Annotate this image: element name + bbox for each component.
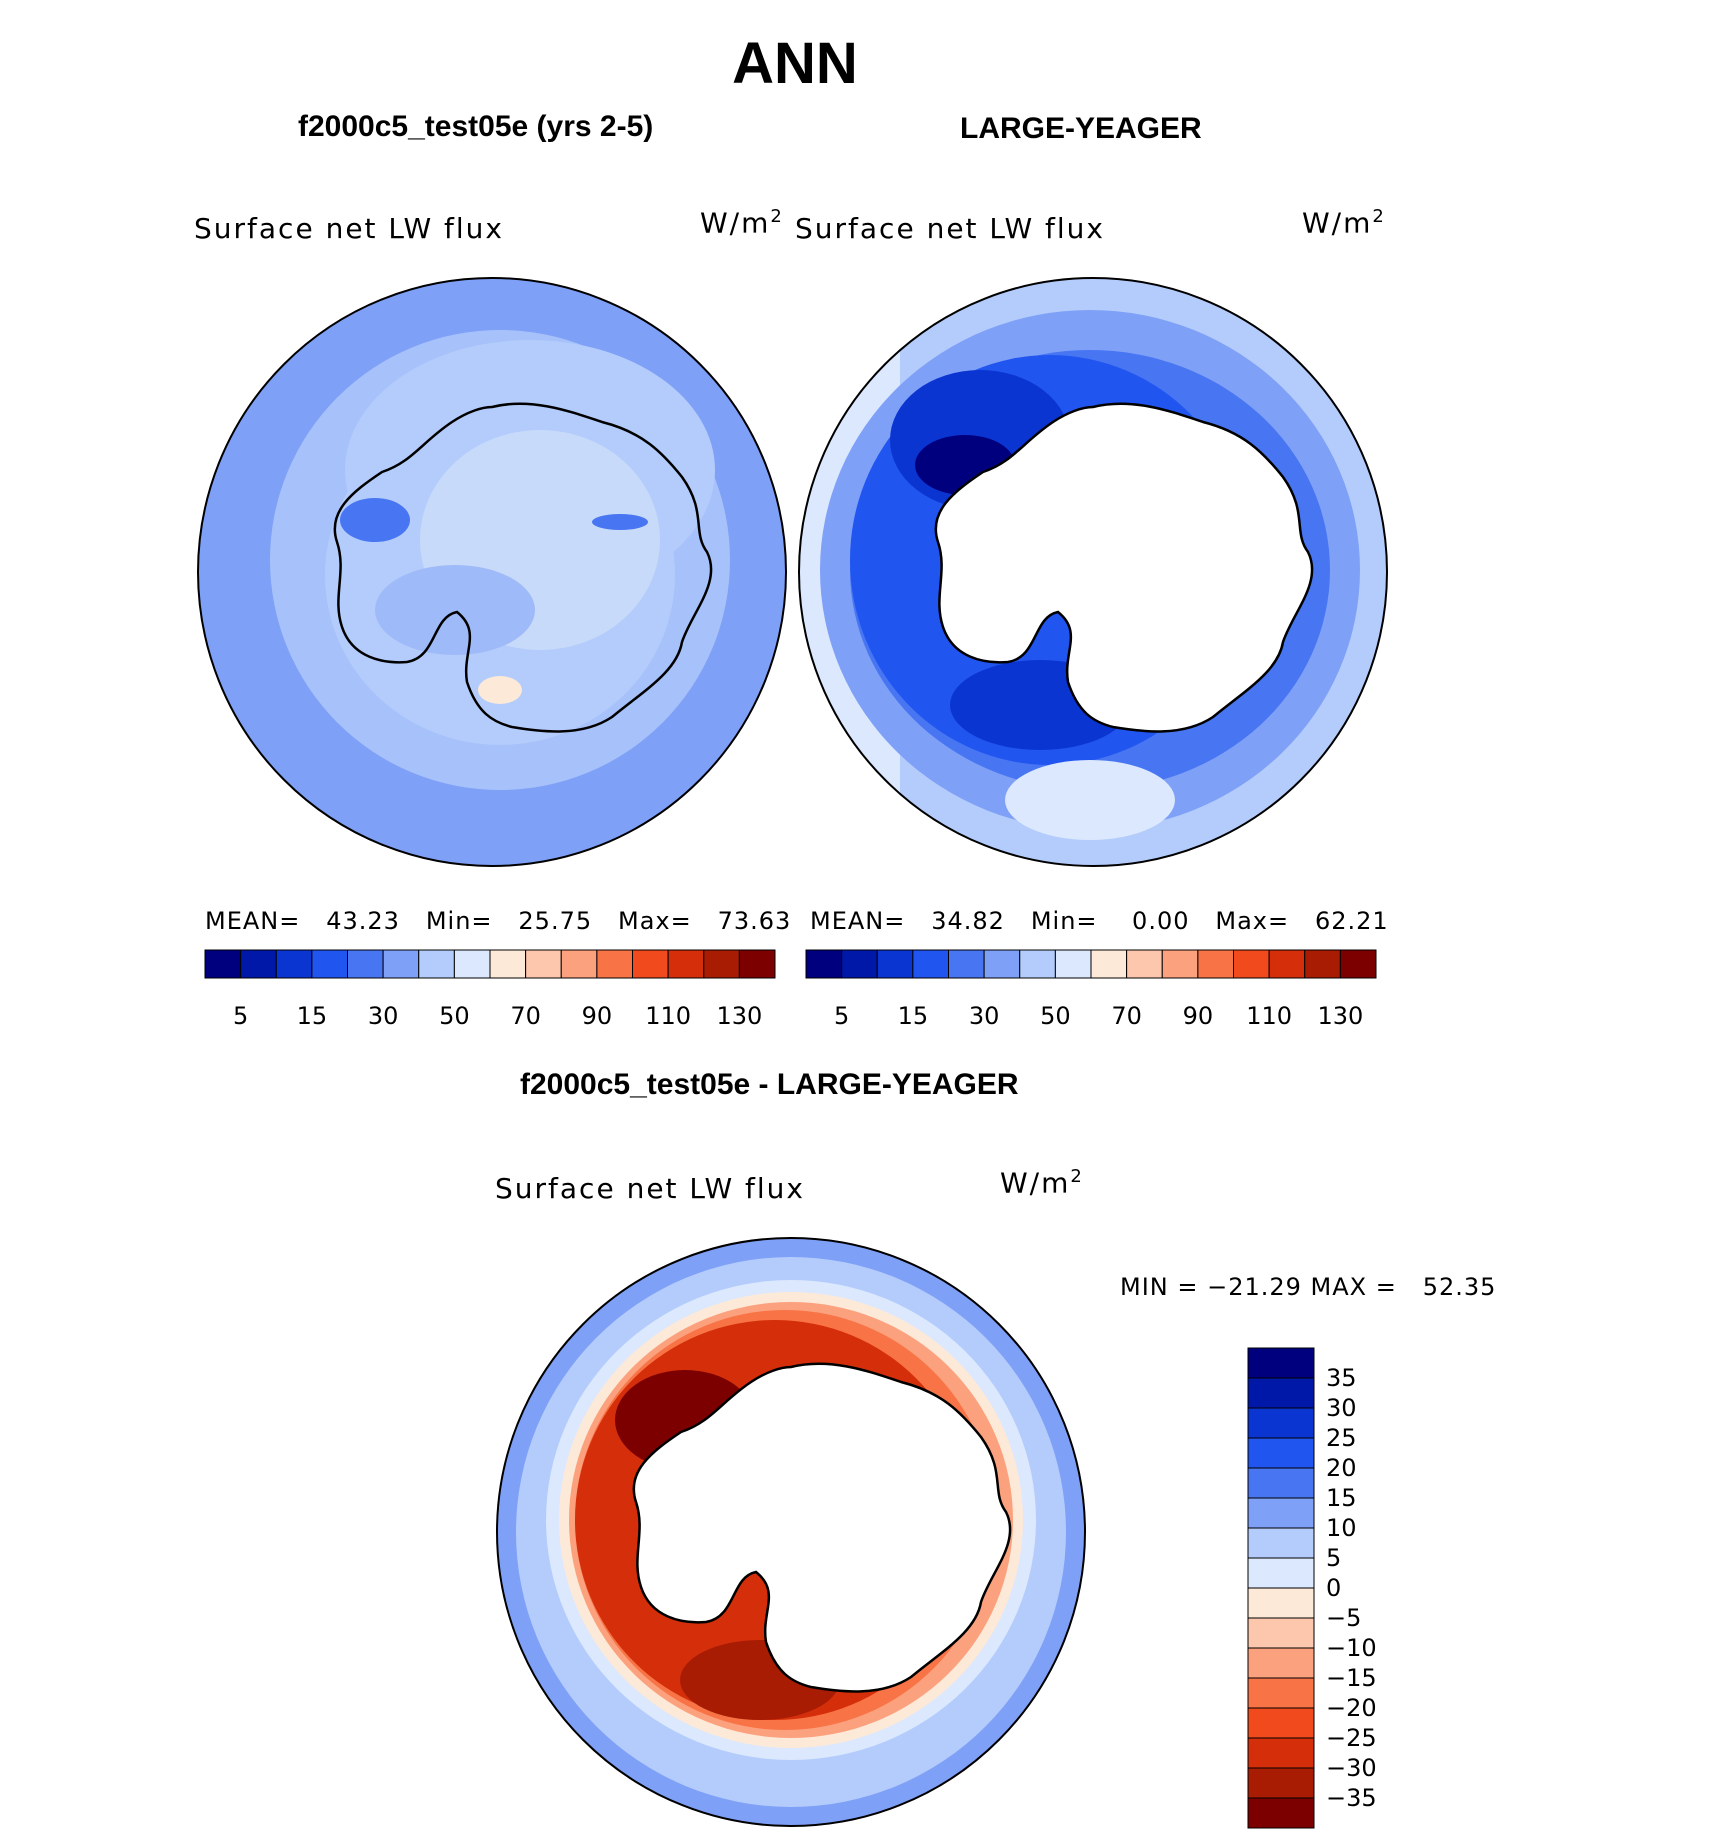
colorbar-swatch	[418, 949, 455, 979]
colorbar-tick-label: 90	[1183, 1002, 1214, 1030]
colorbar-swatch	[1247, 1767, 1315, 1799]
colorbar-swatch	[275, 949, 313, 979]
colorbar-swatch	[983, 949, 1021, 979]
colorbar-swatch	[1090, 949, 1128, 979]
colorbar-swatch	[240, 949, 277, 979]
colorbar-tick-label: 30	[969, 1002, 1000, 1030]
colorbar-swatch	[1247, 1557, 1315, 1589]
colorbar-swatch	[204, 949, 242, 979]
colorbar-swatch	[1247, 1437, 1315, 1469]
colorbar-tick-label: 70	[510, 1002, 541, 1030]
colorbar-swatch	[596, 949, 633, 979]
colorbar-tick-label: 90	[582, 1002, 613, 1030]
colorbar-swatch	[560, 949, 598, 979]
panel3-field-label: Surface net LW flux	[495, 1172, 805, 1205]
colorbar-swatch	[311, 949, 348, 979]
colorbar-tick-label: 30	[368, 1002, 399, 1030]
colorbar-swatch	[382, 949, 420, 979]
colorbar-swatch	[1268, 949, 1306, 979]
colorbar-swatch	[805, 949, 843, 979]
colorbar-tick-label: 0	[1326, 1574, 1341, 1602]
colorbar-tick-label: 5	[233, 1002, 248, 1030]
colorbar-tick-label: 110	[1246, 1002, 1292, 1030]
colorbar-swatch	[841, 949, 878, 979]
panel3-stats: MIN = −21.29 MAX = 52.35	[1120, 1273, 1497, 1301]
colorbar-panel2: 5 15 30 50 70 90 110 130	[805, 949, 1377, 1030]
colorbar-tick-label: −30	[1326, 1754, 1377, 1782]
colorbar-panel1: 5 15 30 50 70 90 110 130	[204, 949, 776, 1030]
colorbar-swatch	[1247, 1797, 1315, 1829]
colorbar-swatch	[1247, 1677, 1315, 1709]
colorbar-swatch	[1247, 1497, 1315, 1529]
colorbar-swatch	[1247, 1377, 1315, 1409]
colorbar-tick-label: 30	[1326, 1394, 1357, 1422]
colorbar-tick-label: 15	[1326, 1484, 1357, 1512]
panel1-title: f2000c5_test05e (yrs 2-5)	[298, 110, 654, 143]
panel1-field-label: Surface net LW flux	[194, 212, 504, 245]
colorbar-swatch	[912, 949, 949, 979]
colorbar-tick-label: 10	[1326, 1514, 1357, 1542]
colorbar-swatch	[667, 949, 705, 979]
colorbar-swatch	[948, 949, 985, 979]
colorbar-swatch	[489, 949, 527, 979]
colorbar-swatch	[1247, 1527, 1315, 1559]
colorbar-tick-label: 15	[297, 1002, 328, 1030]
colorbar-tick-label: −20	[1326, 1694, 1377, 1722]
colorbar-swatch	[1247, 1647, 1315, 1679]
colorbar-tick-label: 5	[1326, 1544, 1341, 1572]
colorbar-swatch	[1019, 949, 1056, 979]
colorbar-swatch	[703, 949, 740, 979]
colorbar-swatch	[347, 949, 384, 979]
colorbar-swatch	[453, 949, 491, 979]
colorbar-tick-label: 50	[1040, 1002, 1071, 1030]
colorbar-tick-label: 5	[834, 1002, 849, 1030]
panel3-title: f2000c5_test05e - LARGE-YEAGER	[520, 1068, 1019, 1101]
colorbar-swatch	[1161, 949, 1199, 979]
colorbar-tick-label: 110	[645, 1002, 691, 1030]
panel2-units: W/m2	[1302, 206, 1386, 240]
panel1-map	[197, 277, 787, 867]
panel2-stats: MEAN= 34.82 Min= 0.00 Max= 62.21	[810, 907, 1389, 935]
colorbar-tick-label: −15	[1326, 1664, 1377, 1692]
colorbar-swatch	[1247, 1467, 1315, 1499]
colorbar-tick-label: 130	[716, 1002, 762, 1030]
colorbar-swatch	[525, 949, 562, 979]
colorbar-swatch	[1054, 949, 1092, 979]
colorbar-swatch	[1247, 1347, 1315, 1379]
colorbar-swatch	[1247, 1737, 1315, 1769]
panel2-field-label: Surface net LW flux	[795, 212, 1105, 245]
colorbar-swatch	[1247, 1617, 1315, 1649]
colorbar-swatch	[1197, 949, 1234, 979]
colorbar-tick-label: −10	[1326, 1634, 1377, 1662]
panel1-units: W/m2	[700, 206, 784, 240]
colorbar-tick-label: 15	[898, 1002, 929, 1030]
colorbar-tick-label: 50	[439, 1002, 470, 1030]
colorbar-tick-label: 20	[1326, 1454, 1357, 1482]
colorbar-tick-label: 35	[1326, 1364, 1357, 1392]
panel2-map	[798, 277, 1388, 867]
colorbar-tick-label: −5	[1326, 1604, 1361, 1632]
colorbar-swatch	[1247, 1587, 1315, 1619]
panel2-title: LARGE-YEAGER	[960, 112, 1202, 145]
colorbar-swatch	[1247, 1707, 1315, 1739]
colorbar-swatch	[1126, 949, 1163, 979]
colorbar-tick-label: 25	[1326, 1424, 1357, 1452]
panel1-stats: MEAN= 43.23 Min= 25.75 Max= 73.63	[205, 907, 792, 935]
colorbar-swatch	[738, 949, 776, 979]
colorbar-tick-label: −25	[1326, 1724, 1377, 1752]
colorbar-swatch	[1247, 1407, 1315, 1439]
colorbar-swatch	[1304, 949, 1341, 979]
colorbar-tick-label: 130	[1317, 1002, 1363, 1030]
colorbar-swatch	[1339, 949, 1377, 979]
colorbar-swatch	[876, 949, 914, 979]
figure-title: ANN	[732, 31, 858, 96]
colorbar-tick-label: −35	[1326, 1784, 1377, 1812]
panel3-units: W/m2	[1000, 1166, 1084, 1200]
colorbar-tick-label: 70	[1111, 1002, 1142, 1030]
colorbar-swatch	[1233, 949, 1270, 979]
colorbar-swatch	[632, 949, 669, 979]
panel3-map	[496, 1237, 1086, 1827]
